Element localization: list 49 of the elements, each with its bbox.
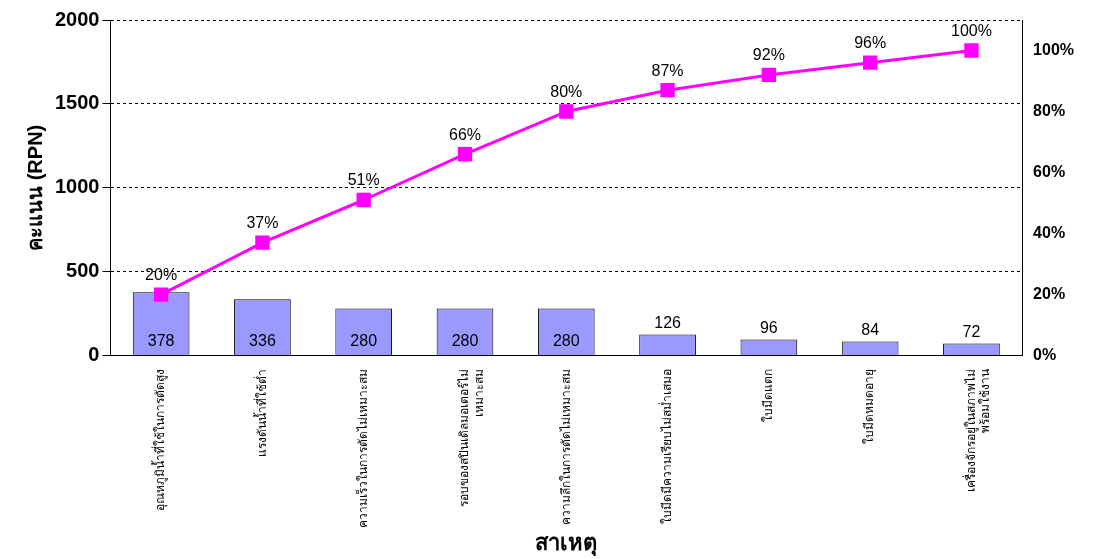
data-label: 126: [654, 313, 682, 331]
point: [660, 83, 675, 98]
data-label: 37%: [246, 214, 279, 232]
y2-tick-label: 20%: [1033, 284, 1066, 302]
x-axis-title: สาเหตุ: [535, 529, 598, 557]
y-tick-label: 500: [66, 259, 100, 282]
x-tick-label: ใบมีดมีความเรียบไม่สม่ำเสมอ: [657, 368, 674, 524]
x-tick-label: แรงดันน้ำที่ใช้ต่ำ: [252, 368, 269, 457]
x-tick-label: ความลึกในการตัดไม่เหมาะสม: [558, 368, 573, 525]
data-label: 96%: [854, 34, 887, 52]
point: [862, 55, 878, 70]
data-label: 66%: [448, 125, 482, 143]
x-tick-label: ใบมีดแตก: [761, 368, 776, 422]
y2-tick-label: 0%: [1033, 346, 1057, 364]
point: [761, 67, 777, 83]
y2-tick-label: 80%: [1033, 101, 1066, 119]
y-tick-label: 1500: [54, 91, 100, 114]
data-label: 72: [962, 322, 981, 340]
y2-tick-label: 40%: [1033, 223, 1066, 241]
data-label: 87%: [651, 61, 684, 79]
point: [964, 43, 979, 58]
data-label: 378: [147, 332, 175, 350]
data-label: 280: [451, 332, 479, 350]
point: [559, 104, 574, 119]
y2-tick-label: 60%: [1033, 162, 1066, 180]
point: [356, 192, 371, 208]
x-tick-label: รอบของสปินเดิลมอเตอร์ไม่ เหมาะสม: [457, 368, 486, 507]
data-label: 100%: [950, 21, 992, 39]
data-label: 84: [861, 320, 880, 338]
y-tick-label: 2000: [54, 7, 100, 30]
data-label: 96: [759, 318, 778, 336]
data-label: 80%: [550, 82, 583, 100]
data-label: 20%: [145, 265, 178, 283]
y-tick-label: 1000: [54, 175, 100, 198]
y-axis-title: คะแนน (RPN): [23, 124, 46, 251]
point: [255, 235, 270, 250]
data-label: 92%: [752, 46, 785, 64]
x-tick-label: เครื่องจักรอยู่ในสภาพไม่ พร้อมใช้งาน: [961, 368, 993, 492]
x-tick-label: ความเร็วในการตัดไม่เหมาะสม: [355, 368, 371, 528]
data-label: 280: [350, 332, 378, 350]
x-tick-label: อุณหภูมิน้ำที่ใช้ในการตัดสูง: [151, 368, 169, 511]
y-tick-label: 0: [88, 343, 100, 366]
point: [153, 287, 169, 302]
data-label: 51%: [347, 171, 380, 189]
y2-tick-label: 100%: [1033, 40, 1074, 58]
data-label: 336: [249, 332, 276, 350]
data-label: 280: [552, 332, 580, 350]
point: [457, 147, 473, 162]
x-tick-label: ใบมีดหมดอายุ: [862, 368, 878, 444]
